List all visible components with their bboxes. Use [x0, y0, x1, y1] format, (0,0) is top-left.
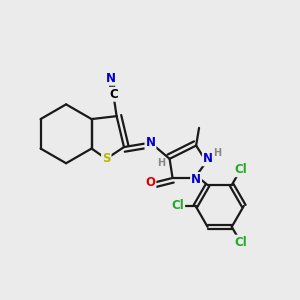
Text: H: H: [213, 148, 221, 158]
Text: N: N: [146, 136, 155, 149]
Text: Cl: Cl: [234, 163, 247, 176]
Text: Cl: Cl: [234, 236, 247, 249]
Text: N: N: [203, 152, 213, 165]
Text: N: N: [191, 173, 201, 186]
Text: S: S: [102, 152, 111, 165]
Text: C: C: [109, 88, 118, 101]
Text: O: O: [146, 176, 155, 189]
Text: N: N: [106, 72, 116, 85]
Text: Cl: Cl: [172, 200, 184, 212]
Text: H: H: [157, 158, 165, 168]
